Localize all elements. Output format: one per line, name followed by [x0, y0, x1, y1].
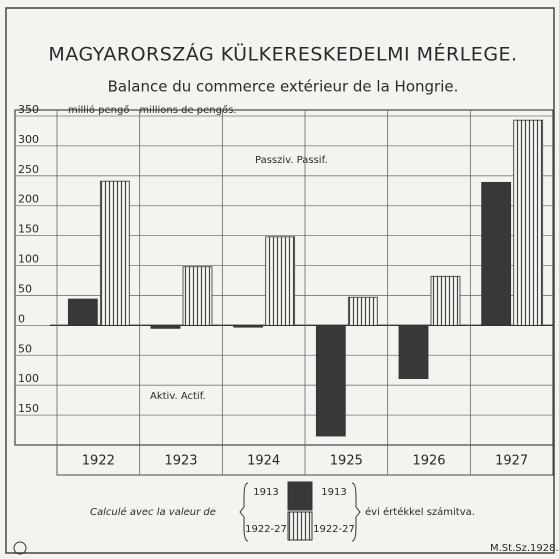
brace: [351, 482, 361, 542]
y-tick-label: 100: [18, 253, 39, 266]
legend-swatch: [287, 481, 313, 511]
legend-text: Calculé avec la valeur de: [90, 506, 216, 518]
bar: [315, 324, 346, 437]
annotation: Aktiv. Actif.: [150, 391, 206, 402]
y-tick-label: 350: [18, 103, 39, 116]
chart-title: MAGYARORSZÁG KÜLKERESKEDELMI MÉRLEGE.: [48, 43, 517, 66]
x-tick-label: 1927: [495, 454, 528, 469]
y-tick-label: 250: [18, 163, 39, 176]
y-tick-label: 100: [18, 372, 39, 385]
bar: [513, 119, 544, 326]
x-tick-label: 1925: [330, 454, 363, 469]
x-tick-label: 1923: [164, 454, 197, 469]
bar: [99, 180, 130, 326]
y-tick-label: 200: [18, 193, 39, 206]
bar: [265, 236, 296, 326]
bar: [430, 275, 461, 326]
y-tick-label: 150: [18, 402, 39, 415]
bar: [182, 266, 213, 326]
y-tick-label: 50: [18, 282, 32, 295]
x-tick-label: 1926: [412, 454, 445, 469]
legend-text: évi értékkel számitva.: [365, 506, 475, 518]
bar: [398, 324, 429, 379]
annotation: Passziv. Passif.: [255, 155, 328, 166]
y-tick-label: 0: [18, 312, 25, 325]
y-tick-label: 150: [18, 223, 39, 236]
bar: [67, 298, 98, 326]
legend-swatch: [287, 511, 313, 541]
bar: [347, 296, 378, 326]
legend-label: 1922-27: [313, 524, 355, 535]
bar: [150, 324, 181, 329]
y-tick-label: 300: [18, 133, 39, 146]
chart-subtitle: Balance du commerce extérieur de la Hong…: [108, 78, 459, 96]
x-tick-label: 1922: [82, 454, 115, 469]
brace: [239, 482, 249, 542]
footer: M.St.Sz.1928.: [490, 543, 559, 554]
legend-label: 1913: [253, 487, 278, 498]
legend-label: 1913: [321, 487, 346, 498]
logo: [13, 541, 27, 555]
frame: [5, 7, 555, 554]
y-tick-label: 50: [18, 342, 32, 355]
bar: [233, 324, 264, 328]
bar: [481, 181, 512, 326]
legend-label: 1922-27: [245, 524, 287, 535]
x-tick-label: 1924: [247, 454, 280, 469]
